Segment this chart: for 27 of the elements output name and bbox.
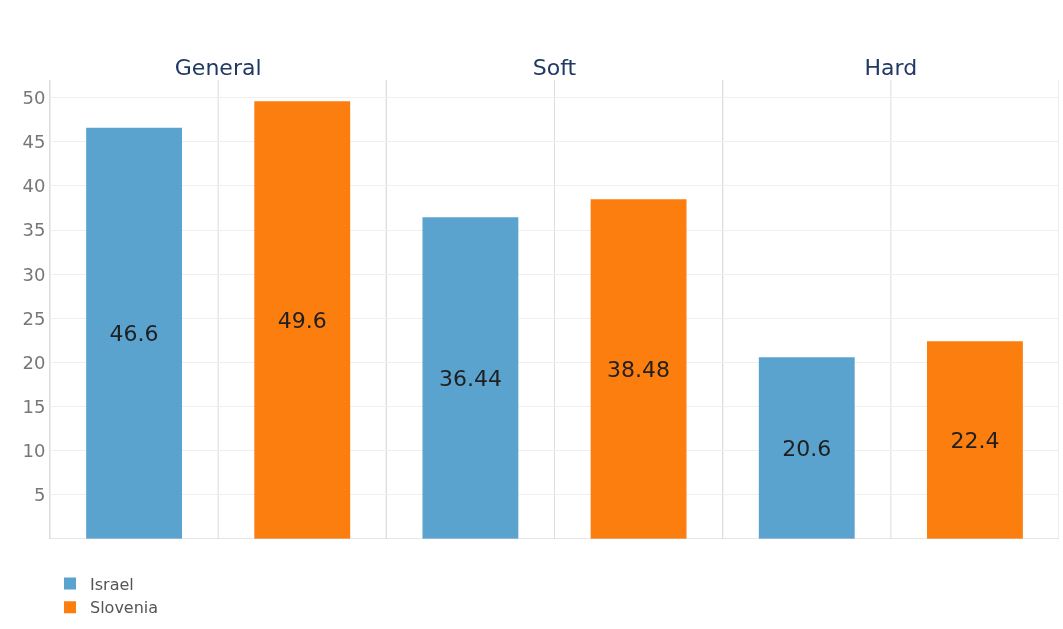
y-tick-label: 50 [22, 86, 46, 108]
data-label: 36.44 [438, 365, 502, 391]
bar [926, 341, 1023, 539]
data-label: 38.48 [607, 356, 671, 382]
bar [254, 101, 351, 539]
bar [86, 127, 183, 539]
y-tick-label: 35 [22, 219, 46, 241]
x-tick-label: Hard [864, 54, 918, 80]
bar [422, 217, 519, 539]
legend-label: Slovenia [90, 598, 159, 618]
data-label: 22.4 [950, 427, 1000, 453]
y-tick-label: 30 [22, 263, 46, 285]
data-label: 46.6 [109, 320, 159, 346]
y-tick-label: 25 [22, 307, 46, 329]
bar [758, 357, 855, 539]
x-tick-label: Soft [532, 54, 577, 80]
data-label: 49.6 [277, 307, 327, 333]
x-tick-label: General [174, 54, 262, 80]
y-tick-label: 5 [33, 484, 46, 506]
bar [590, 199, 687, 539]
y-tick-label: 15 [22, 395, 46, 417]
data-label: 20.6 [782, 435, 832, 461]
y-tick-label: 40 [22, 175, 46, 197]
y-tick-label: 20 [22, 351, 46, 373]
y-tick-label: 10 [22, 440, 46, 462]
legend-label: Israel [90, 574, 134, 594]
y-tick-label: 45 [22, 131, 46, 153]
